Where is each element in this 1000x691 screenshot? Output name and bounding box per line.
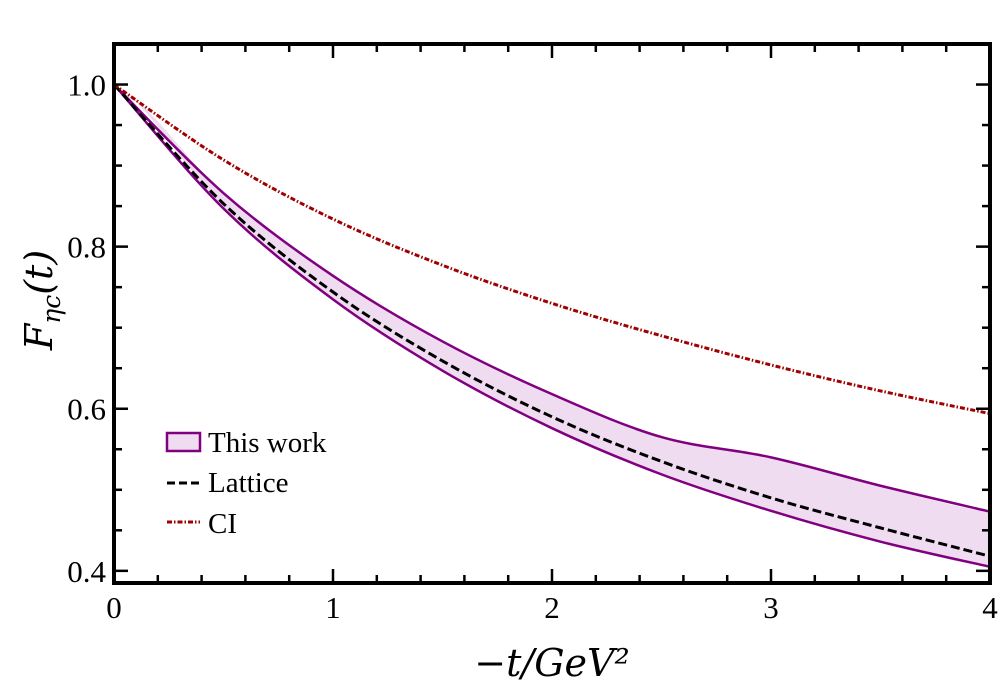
band-upper-this-work [113, 83, 991, 513]
series-line-ci [113, 83, 991, 416]
y-axis-title-arg: (t) [17, 250, 61, 295]
band-fill-this-work [114, 84, 990, 567]
y-axis-title-main: F [17, 322, 61, 351]
band-lower-this-work [113, 83, 991, 569]
x-tick-label: 2 [544, 590, 560, 625]
series-line-lattice [112, 83, 991, 558]
lines-layer [112, 83, 991, 569]
legend-label-this-work: This work [208, 427, 327, 459]
x-tick-label: 1 [325, 590, 341, 625]
legend-swatch-this-work [165, 431, 202, 453]
tick-labels: 0 1 2 3 4 0.4 0.6 0.8 1.0 [67, 68, 998, 625]
legend: This work Lattice CI [165, 427, 327, 540]
y-tick-label: 1.0 [67, 68, 106, 103]
x-tick-label: 3 [763, 590, 779, 625]
x-axis-title: −t/GeV² [474, 641, 629, 685]
y-tick-label: 0.6 [67, 392, 106, 427]
y-axis-title: Fηc(t) [17, 250, 66, 351]
legend-label-lattice: Lattice [208, 467, 289, 499]
legend-label-ci: CI [208, 508, 237, 540]
y-tick-label: 0.8 [67, 230, 106, 265]
y-axis-title-subscript: ηc [37, 295, 66, 324]
y-tick-label: 0.4 [67, 554, 106, 589]
x-tick-label: 0 [106, 590, 122, 625]
plot-frame [112, 42, 992, 585]
band-layer [114, 84, 990, 567]
x-tick-label: 4 [982, 590, 998, 625]
